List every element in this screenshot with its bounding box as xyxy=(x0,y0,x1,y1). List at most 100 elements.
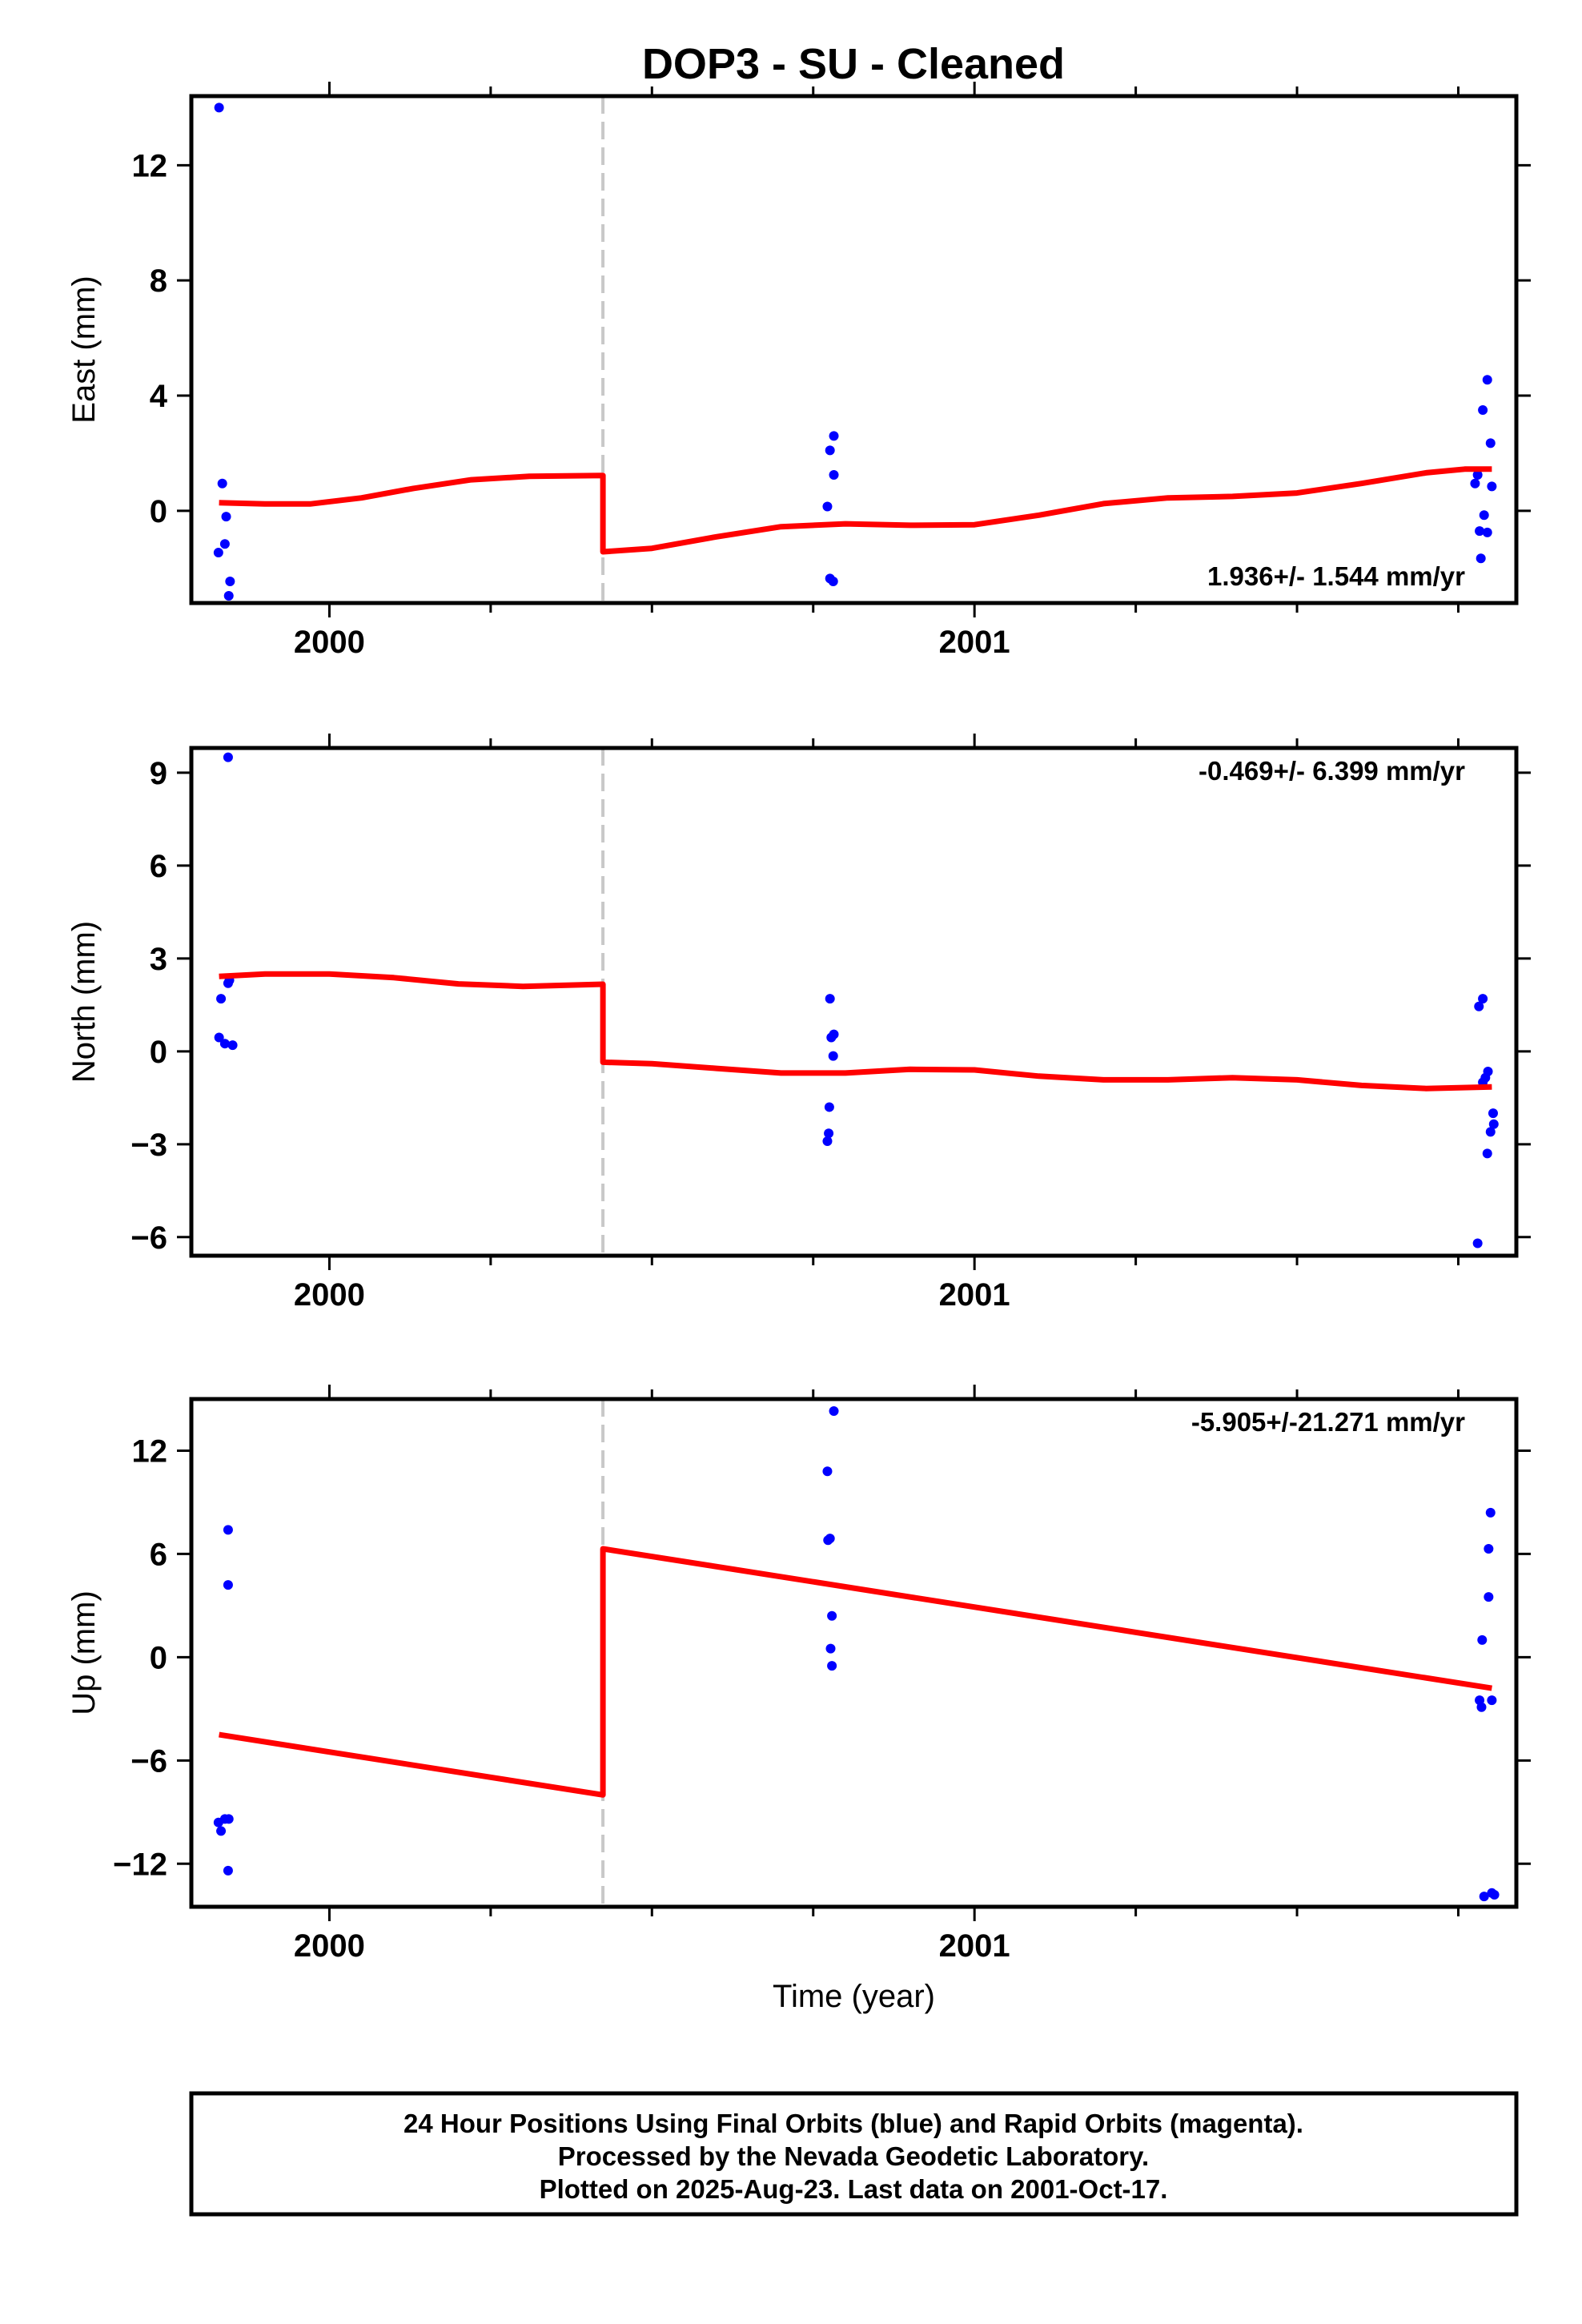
data-point xyxy=(223,591,234,601)
data-point xyxy=(1485,438,1496,448)
data-point xyxy=(824,1128,834,1139)
y-tick-label: 0 xyxy=(150,494,167,529)
x-tick-label: 2000 xyxy=(294,1928,365,1964)
data-point xyxy=(1484,1543,1494,1554)
data-point xyxy=(1482,1148,1492,1159)
data-point xyxy=(1488,1108,1498,1119)
plot-frame xyxy=(189,94,1519,605)
y-tick-label: −12 xyxy=(113,1847,167,1882)
data-point xyxy=(822,1136,833,1146)
data-point xyxy=(1485,1507,1496,1518)
footer-frame xyxy=(189,2091,1519,2217)
data-point xyxy=(828,1051,838,1061)
y-tick-label: 12 xyxy=(132,1433,168,1469)
data-point xyxy=(825,1534,835,1544)
data-point xyxy=(217,478,227,489)
data-point xyxy=(214,103,224,113)
data-point xyxy=(213,548,223,558)
plot-frame xyxy=(189,1397,1519,1909)
north-panel: −6 −3 0 3 6 9 2000 2001 North (mm) -0.469+/- 6.39… xyxy=(66,734,1531,1313)
data-point xyxy=(1482,375,1492,385)
data-point xyxy=(223,752,233,762)
data-point xyxy=(221,512,231,522)
y-tick-label: −3 xyxy=(130,1128,167,1163)
y-tick-label: 8 xyxy=(150,263,167,299)
y-axis-label: Up (mm) xyxy=(66,1590,102,1715)
data-point xyxy=(1472,469,1483,480)
y-tick-label: −6 xyxy=(130,1743,167,1779)
x-axis-label: Time (year) xyxy=(773,1979,935,2014)
data-point xyxy=(1477,1634,1488,1645)
data-point xyxy=(822,1466,833,1477)
data-point xyxy=(827,1661,837,1671)
data-point xyxy=(1480,1072,1491,1083)
data-point xyxy=(829,1029,839,1039)
data-point xyxy=(1470,478,1480,489)
east-panel: 0 4 8 12 2000 2001 East (mm) 1.936+/- 1.544 mm/… xyxy=(66,82,1531,660)
x-tick-label: 2001 xyxy=(939,625,1010,660)
data-point xyxy=(1475,526,1485,537)
chart-title: DOP3 - SU - Cleaned xyxy=(642,40,1065,88)
footer-line-1: 24 Hour Positions Using Final Orbits (bl… xyxy=(404,2109,1303,2138)
y-tick-label: 9 xyxy=(150,756,167,791)
data-point xyxy=(214,1032,224,1043)
x-tick-label: 2000 xyxy=(294,1277,365,1313)
data-point xyxy=(219,539,230,549)
x-tick-label: 2001 xyxy=(939,1277,1010,1313)
data-point xyxy=(1487,1695,1497,1706)
y-tick-label: 0 xyxy=(150,1640,167,1675)
data-point xyxy=(223,1525,233,1535)
y-tick-label: 4 xyxy=(150,379,168,414)
data-point xyxy=(1487,481,1497,492)
data-point xyxy=(822,501,833,512)
footer-line-2: Processed by the Nevada Geodetic Laborat… xyxy=(558,2141,1149,2171)
y-tick-label: 0 xyxy=(150,1035,167,1070)
velocity-label: -0.469+/- 6.399 mm/yr xyxy=(1199,756,1465,786)
model-line xyxy=(219,466,1492,555)
y-tick-label: −6 xyxy=(130,1220,167,1256)
data-point xyxy=(1476,553,1486,564)
plot-frame xyxy=(189,746,1519,1258)
data-point xyxy=(829,1406,839,1417)
y-tick-label: 6 xyxy=(150,849,167,884)
data-point xyxy=(223,1814,234,1824)
y-tick-label: 6 xyxy=(150,1537,167,1572)
data-point xyxy=(216,1826,227,1836)
data-point xyxy=(223,1865,233,1876)
data-point xyxy=(829,431,839,441)
data-point xyxy=(223,1580,233,1590)
data-point xyxy=(225,577,235,587)
data-point xyxy=(1478,994,1488,1004)
data-point xyxy=(824,1102,834,1112)
footer-box: 24 Hour Positions Using Final Orbits (bl… xyxy=(189,2091,1519,2217)
velocity-label: 1.936+/- 1.544 mm/yr xyxy=(1207,561,1465,591)
data-point xyxy=(1488,1119,1499,1129)
data-point xyxy=(216,994,227,1004)
data-point xyxy=(1472,1238,1483,1248)
data-point xyxy=(1476,1702,1487,1712)
data-point xyxy=(219,1039,230,1049)
data-point xyxy=(1489,1889,1500,1900)
y-axis-label: North (mm) xyxy=(66,921,102,1083)
y-tick-label: 3 xyxy=(150,942,167,977)
data-point xyxy=(827,1610,837,1621)
footer-line-3: Plotted on 2025-Aug-23. Last data on 200… xyxy=(540,2174,1168,2204)
data-point xyxy=(1478,405,1488,416)
data-point xyxy=(1474,1001,1484,1011)
data-point xyxy=(1482,527,1492,537)
data-point xyxy=(1479,1892,1489,1902)
y-tick-label: 12 xyxy=(132,148,168,183)
data-point xyxy=(828,577,838,587)
model-line xyxy=(219,1546,1492,1798)
x-tick-label: 2000 xyxy=(294,625,365,660)
data-point xyxy=(1484,1592,1494,1602)
data-point xyxy=(829,469,839,480)
data-point xyxy=(825,1643,836,1654)
y-axis-label: East (mm) xyxy=(66,275,102,423)
data-point xyxy=(825,994,835,1004)
model-line xyxy=(219,971,1492,1092)
velocity-label: -5.905+/-21.271 mm/yr xyxy=(1191,1407,1465,1437)
data-point xyxy=(825,445,835,456)
data-point xyxy=(227,1040,238,1051)
